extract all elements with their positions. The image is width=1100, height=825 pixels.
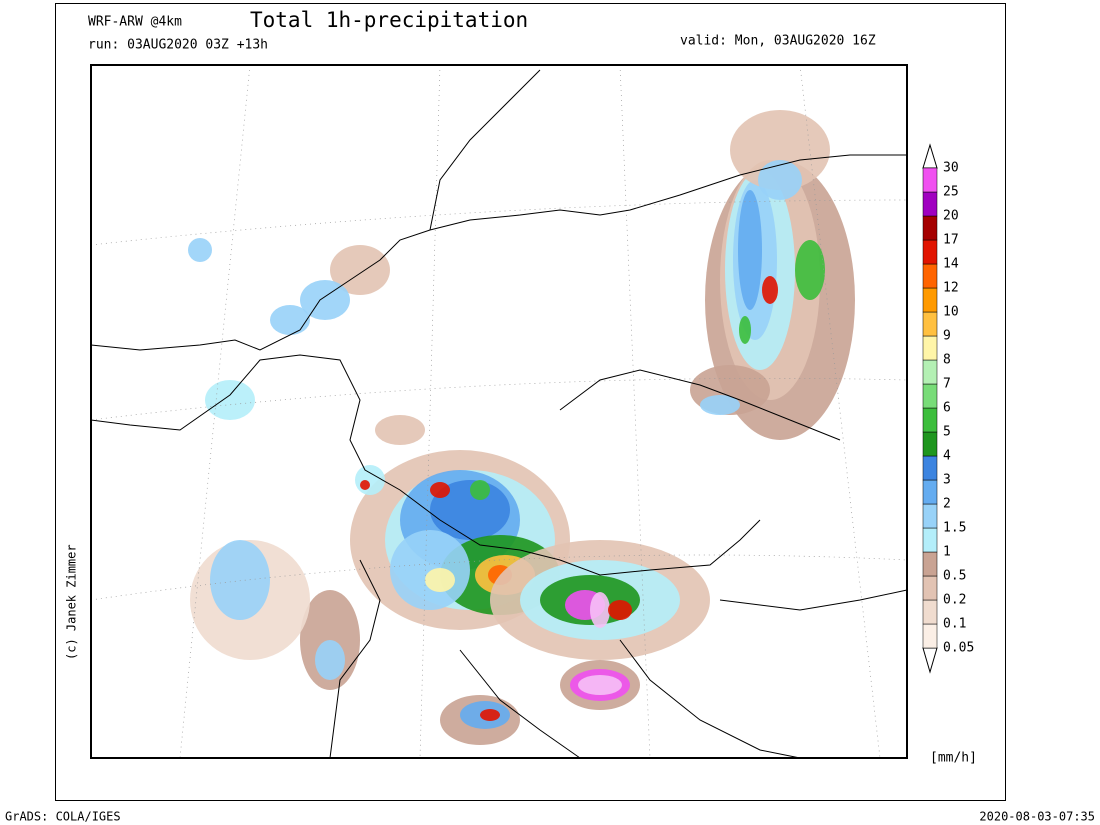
colorbar-bottom-triangle xyxy=(922,647,938,674)
precipitation-area xyxy=(355,465,385,495)
precipitation-area xyxy=(188,238,212,262)
border xyxy=(90,354,761,576)
colorbar-label: 8 xyxy=(943,353,951,368)
border xyxy=(559,369,841,441)
colorbar-label: 0.1 xyxy=(943,617,966,632)
border xyxy=(719,589,908,611)
precipitation-area xyxy=(270,305,310,335)
precipitation-area xyxy=(739,316,751,344)
plot-frame xyxy=(55,3,1006,801)
colorbar-label: 5 xyxy=(943,425,951,440)
colorbar-label: 9 xyxy=(943,329,951,344)
map xyxy=(90,64,908,759)
colorbar-box xyxy=(922,407,938,433)
precipitation-area xyxy=(738,190,762,310)
precipitation-area xyxy=(315,640,345,680)
precipitation-area xyxy=(390,530,470,610)
map-frame xyxy=(90,64,908,759)
colorbar-box xyxy=(922,599,938,625)
footer-left: GrADS: COLA/IGES xyxy=(5,810,121,824)
graticule-line xyxy=(419,64,441,759)
colorbar-label: 30 xyxy=(943,161,959,176)
colorbar-top-triangle xyxy=(922,143,938,169)
colorbar-box xyxy=(922,527,938,553)
colorbar-box xyxy=(922,479,938,505)
title: Total 1h-precipitation xyxy=(250,8,528,32)
colorbar-label: 17 xyxy=(943,233,959,248)
colorbar-box xyxy=(922,167,938,193)
coastline xyxy=(429,69,541,231)
graticule xyxy=(90,64,908,759)
border xyxy=(329,559,381,759)
precipitation-area xyxy=(430,482,450,498)
graticule-line xyxy=(179,64,251,759)
coastline xyxy=(459,649,581,759)
colorbar xyxy=(922,143,938,674)
precipitation-area xyxy=(700,395,740,415)
precipitation-area xyxy=(425,568,455,592)
graticule-line xyxy=(90,377,908,421)
precipitation-area xyxy=(762,276,778,304)
precipitation-area xyxy=(470,480,490,500)
colorbar-box xyxy=(922,215,938,241)
footer-right: 2020-08-03-07:35 xyxy=(979,810,1095,824)
graticule-line xyxy=(619,64,651,759)
colorbar-label: 0.2 xyxy=(943,593,966,608)
colorbar-label: 12 xyxy=(943,281,959,296)
colorbar-label: 0.5 xyxy=(943,569,966,584)
colorbar-box xyxy=(922,551,938,577)
colorbar-box xyxy=(922,455,938,481)
colorbar-label: 3 xyxy=(943,473,951,488)
colorbar-label: 20 xyxy=(943,209,959,224)
precipitation-field xyxy=(188,110,855,745)
model-label: WRF-ARW @4km xyxy=(88,15,182,30)
colorbar-label: 25 xyxy=(943,185,959,200)
colorbar-label: 6 xyxy=(943,401,951,416)
colorbar-box xyxy=(922,431,938,457)
run-label: run: 03AUG2020 03Z +13h xyxy=(88,38,268,53)
colorbar-label: 0.05 xyxy=(943,641,974,656)
precipitation-area xyxy=(375,415,425,445)
precipitation-area xyxy=(205,380,255,420)
colorbar-box xyxy=(922,263,938,289)
colorbar-label: 1 xyxy=(943,545,951,560)
valid-label: valid: Mon, 03AUG2020 16Z xyxy=(680,34,876,49)
colorbar-box xyxy=(922,311,938,337)
colorbar-label: 10 xyxy=(943,305,959,320)
colorbar-label: 7 xyxy=(943,377,951,392)
precipitation-area xyxy=(795,240,825,300)
graticule-line xyxy=(90,554,908,601)
precipitation-area xyxy=(578,675,622,695)
precipitation-area xyxy=(430,480,510,540)
unit-label: [mm/h] xyxy=(930,751,977,766)
colorbar-box xyxy=(922,503,938,529)
precipitation-area xyxy=(730,110,830,190)
precipitation-area xyxy=(758,160,802,200)
colorbar-box xyxy=(922,575,938,601)
precipitation-area xyxy=(590,592,610,628)
colorbar-label: 2 xyxy=(943,497,951,512)
graticule-line xyxy=(90,199,908,246)
precipitation-area xyxy=(480,709,500,721)
colorbar-box xyxy=(922,359,938,385)
precipitation-area xyxy=(608,600,632,620)
colorbar-label: 14 xyxy=(943,257,959,272)
precipitation-area xyxy=(300,280,350,320)
colorbar-box xyxy=(922,239,938,265)
colorbar-box xyxy=(922,623,938,649)
colorbar-box xyxy=(922,383,938,409)
colorbar-box xyxy=(922,287,938,313)
colorbar-label: 4 xyxy=(943,449,951,464)
colorbar-box xyxy=(922,191,938,217)
precipitation-area xyxy=(330,245,390,295)
coastline xyxy=(619,639,801,759)
credit: (c) Janek Zimmer xyxy=(65,544,79,660)
precipitation-area xyxy=(210,540,270,620)
colorbar-label: 1.5 xyxy=(943,521,966,536)
colorbar-box xyxy=(922,335,938,361)
coastlines-borders xyxy=(90,69,908,759)
precipitation-area xyxy=(360,480,370,490)
